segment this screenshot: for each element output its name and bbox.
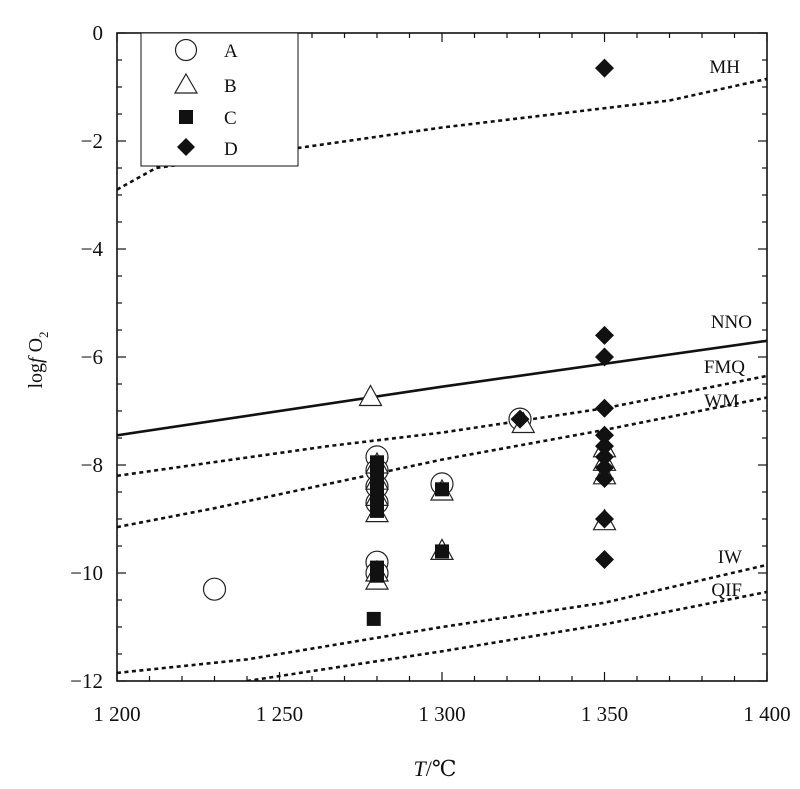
buffer-label-mh: MH	[709, 57, 740, 78]
x-tick-label: 1 300	[418, 702, 465, 726]
buffer-label-fmq: FMQ	[704, 357, 745, 378]
data-point-d	[595, 436, 614, 456]
legend-marker-d	[177, 138, 195, 156]
buffer-lines	[117, 77, 767, 681]
data-point-d	[595, 550, 614, 569]
buffer-line-wm	[117, 396, 767, 529]
data-point-d	[595, 458, 614, 478]
buffer-label-nno: NNO	[711, 312, 752, 333]
x-tick-label: 1 400	[743, 702, 790, 726]
legend-label-c: C	[224, 108, 237, 129]
data-markers	[202, 58, 617, 626]
y-tick-label: −6	[81, 345, 103, 369]
legend-marker-b	[173, 72, 199, 94]
data-point-b	[358, 384, 383, 407]
data-point-c	[366, 611, 381, 626]
y-tick-label: −10	[70, 561, 103, 585]
buffer-line-iw	[117, 563, 767, 675]
legend-marker-c	[179, 110, 193, 124]
data-point-d	[510, 409, 530, 429]
x-axis-title: T/℃	[414, 756, 457, 781]
y-tick-label: 0	[93, 21, 104, 45]
legend-label-d: D	[224, 139, 238, 160]
data-point-c	[435, 544, 449, 559]
buffer-label-iw: IW	[718, 547, 742, 568]
data-point-d	[595, 325, 614, 345]
data-point-d	[595, 425, 614, 445]
x-tick-label: 1 200	[93, 702, 140, 726]
data-point-d	[595, 509, 614, 529]
data-point-a	[202, 577, 227, 601]
data-point-c	[370, 568, 384, 583]
y-tick-label: −2	[81, 129, 103, 153]
legend-box	[140, 32, 299, 167]
data-point-d	[595, 398, 614, 418]
data-point-c	[435, 482, 449, 497]
buffer-label-qif: QIF	[711, 580, 742, 601]
buffer-line-qif	[246, 590, 767, 681]
legend-marker-a	[174, 38, 198, 62]
data-point-d	[595, 469, 614, 488]
buffer-line-nno	[117, 339, 767, 437]
x-tick-label: 1 250	[256, 702, 303, 726]
buffer-label-wm: WM	[704, 391, 739, 412]
data-point-d	[595, 347, 614, 367]
legend-label-b: B	[224, 76, 237, 97]
data-point-d	[595, 447, 614, 467]
data-point-d	[595, 58, 614, 78]
y-tick-label: −4	[81, 237, 104, 261]
data-point-c	[370, 503, 384, 518]
legend-label-a: A	[224, 41, 238, 62]
y-axis-title: logf O2	[25, 331, 51, 388]
buffer-line-mh	[117, 77, 767, 191]
x-tick-label: 1 350	[581, 702, 628, 726]
y-tick-label: −12	[70, 669, 103, 693]
y-tick-label: −8	[81, 453, 103, 477]
axis-tick-labels: 1 200 1 250 1 300 1 350 1 400 0 −2 −4 −6 −8 −10 −12	[70, 21, 790, 726]
legend: A B C D	[140, 32, 299, 167]
